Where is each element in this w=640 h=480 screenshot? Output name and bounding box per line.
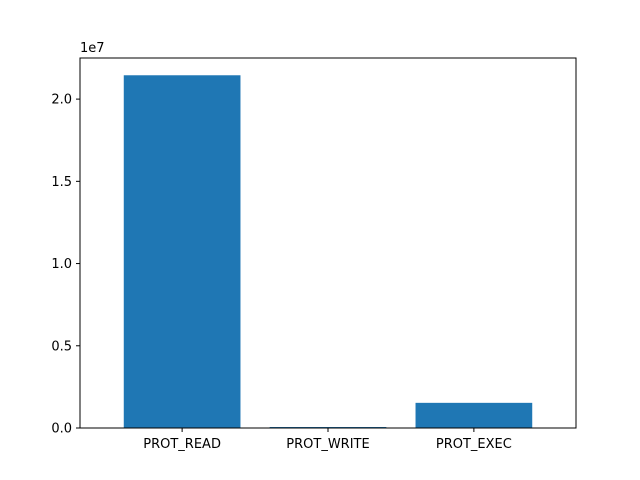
x-tick-label: PROT_EXEC	[436, 437, 512, 452]
y-tick-label: 1.5	[51, 175, 72, 190]
y-axis-offset-label: 1e7	[80, 41, 105, 56]
y-tick-label: 0.0	[51, 422, 72, 437]
bar-prot-read	[123, 75, 241, 429]
y-tick-label: 1.0	[51, 257, 72, 272]
plot-area-frame	[79, 57, 577, 429]
x-tick-label: PROT_READ	[143, 437, 221, 452]
x-axis-ticks: PROT_READ PROT_WRITE PROT_EXEC	[143, 428, 512, 452]
bar-prot-exec	[415, 402, 533, 428]
y-tick-label: 0.5	[51, 339, 72, 354]
y-axis-ticks: 0.0 0.5 1.0 1.5 2.0	[51, 93, 80, 437]
x-tick-label: PROT_WRITE	[286, 437, 369, 452]
bars-group	[123, 75, 533, 429]
y-tick-label: 2.0	[51, 93, 72, 108]
